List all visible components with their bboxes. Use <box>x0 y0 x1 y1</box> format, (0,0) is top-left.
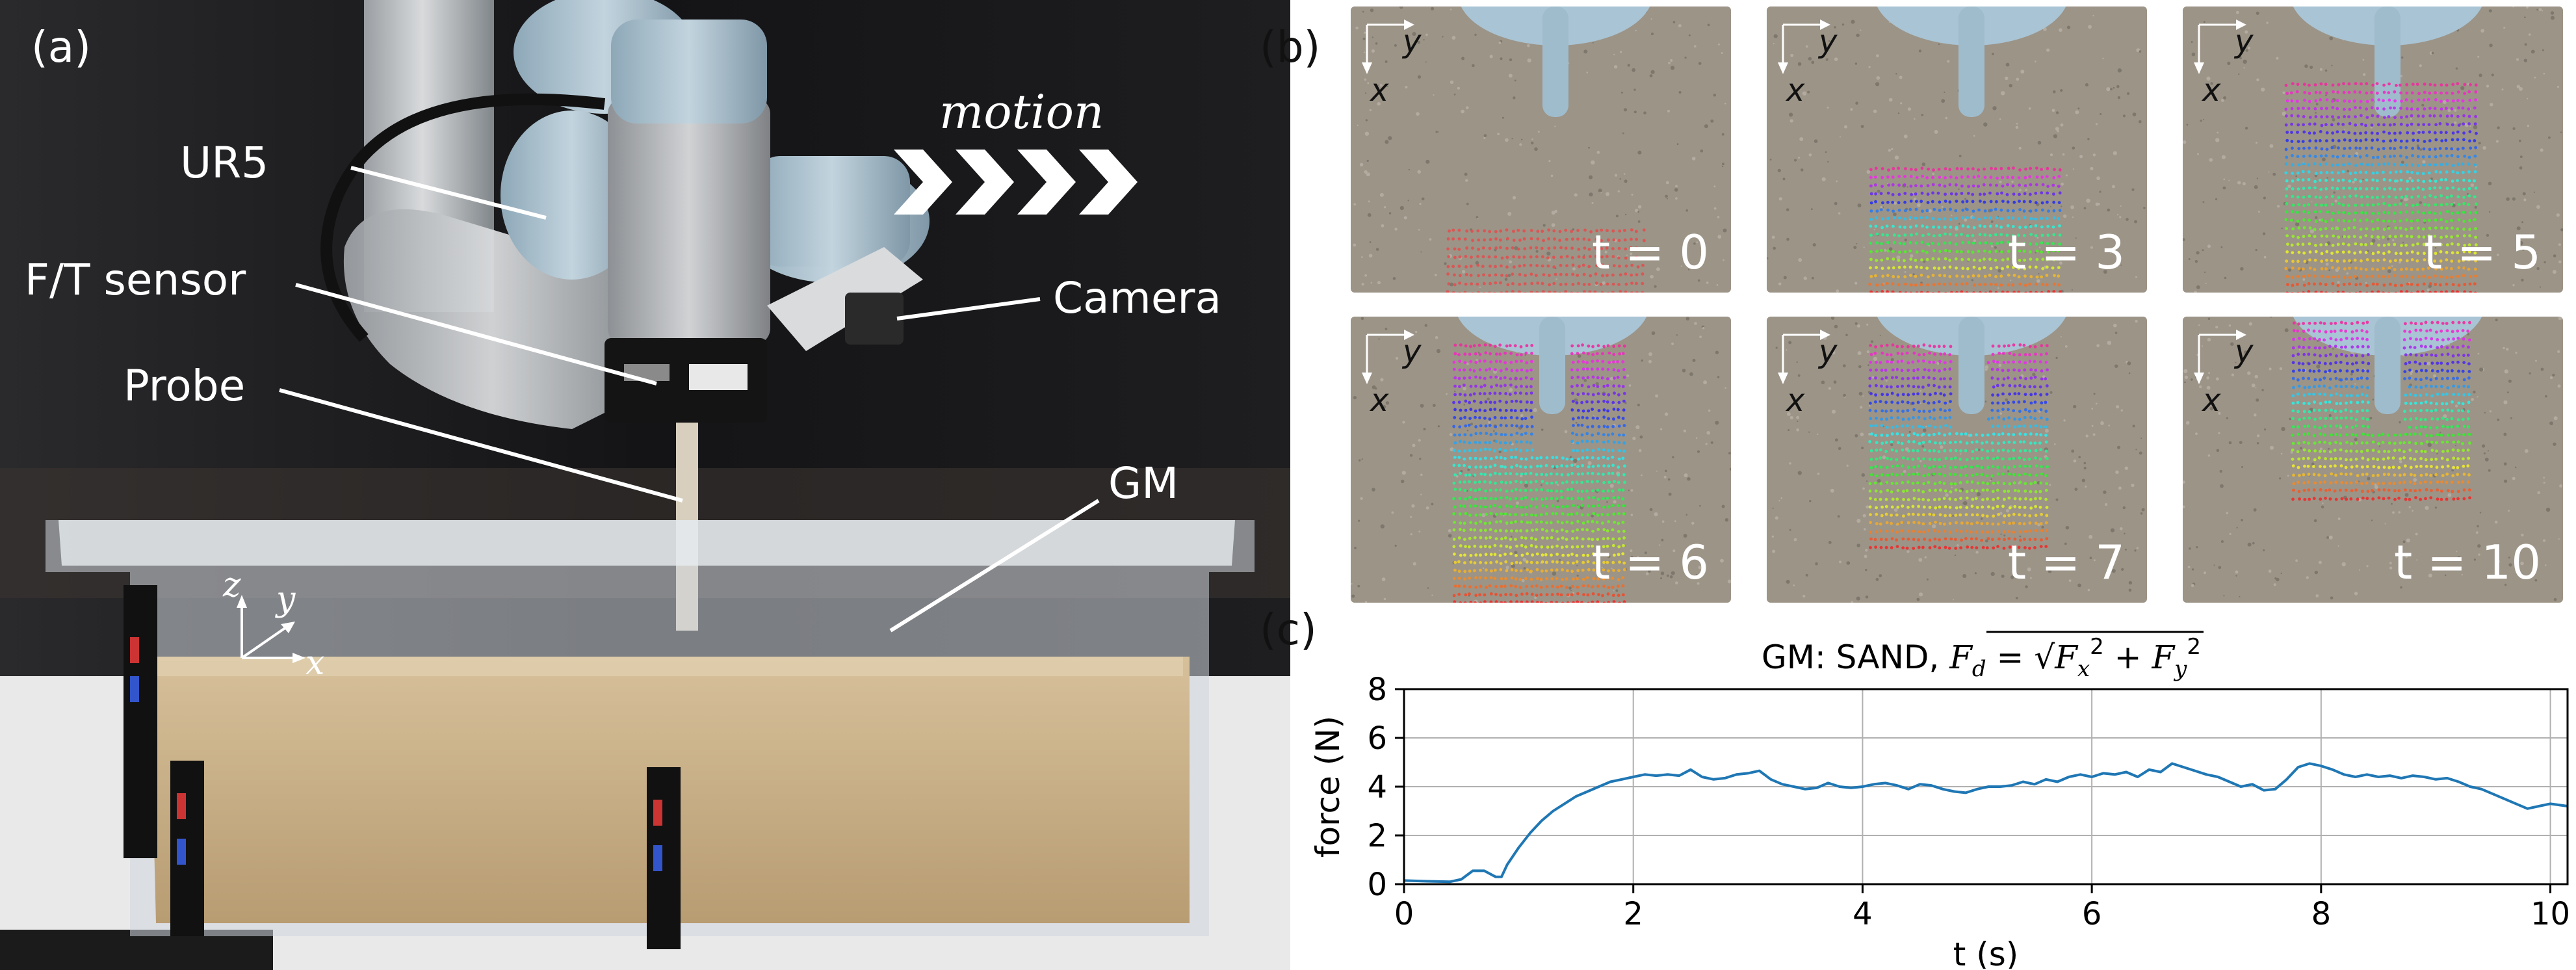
probe-label: Probe <box>124 361 246 411</box>
x-axis-label: t (s) <box>1953 936 2019 969</box>
chart-title: GM: SAND, Fd = √Fx2 + Fy2 <box>1762 634 2201 682</box>
frame-time-label: t = 6 <box>1591 535 1709 590</box>
force-chart: 0 2 4 6 8 10 0 2 4 6 8 t (s) force (N) GM: SAND, Fd =… <box>1309 631 2570 969</box>
frame-time-label: t = 10 <box>2394 535 2541 590</box>
panel-a-letter: (a) <box>31 22 91 72</box>
frame-axis-triad <box>1778 330 1830 384</box>
y-tick-label: 0 <box>1367 867 1387 903</box>
force-series-line <box>1403 762 2568 884</box>
y-tick-label: 2 <box>1367 818 1387 854</box>
frame-time-label: t = 7 <box>2007 535 2125 590</box>
motion-chevrons <box>894 150 1138 215</box>
robot-setup-photo: (a) UR5 F/T sensor Probe Camera GM motio… <box>0 0 1290 970</box>
ur5-label: UR5 <box>180 138 269 188</box>
frame-time-label: t = 3 <box>2007 225 2125 280</box>
y-tick-label: 6 <box>1367 720 1387 757</box>
frame-axis-y-label: y <box>1817 23 1838 60</box>
x-tick-label: 8 <box>2311 896 2332 932</box>
frame-axis-triad <box>1362 20 1414 74</box>
frame-axis-y-label: y <box>2233 23 2254 60</box>
motion-label: motion <box>939 85 1104 139</box>
axis-z-label: z <box>223 566 241 605</box>
frame-axis-x-label: x <box>1785 382 1805 419</box>
frame-axis-y-label: y <box>2233 334 2254 370</box>
y-tick-label: 8 <box>1367 672 1387 708</box>
frame-axis-triad <box>2194 20 2246 74</box>
frame-axis-x-label: x <box>1785 72 1805 109</box>
y-axis-label: force (N) <box>1309 716 1347 858</box>
frame-axis-y-label: y <box>1401 334 1422 370</box>
frame-time-label: t = 0 <box>1591 225 1709 280</box>
gm-label: GM <box>1108 458 1179 508</box>
x-tick-label: 2 <box>1623 896 1643 932</box>
panel-b-letter: (b) <box>1260 22 1321 72</box>
frame-image: yx <box>1351 317 1731 603</box>
frame-axis-triad <box>1778 20 1830 74</box>
x-tick-label: 6 <box>2082 896 2102 932</box>
frame-axis-x-label: x <box>2201 382 2221 419</box>
camera-label: Camera <box>1053 273 1222 323</box>
axis-x-label: x <box>306 644 325 683</box>
robot-setup-drawing <box>0 0 1290 970</box>
frame-image: yx <box>2183 7 2563 293</box>
y-tick-label: 4 <box>1367 769 1387 806</box>
x-tick-label: 4 <box>1853 896 1873 932</box>
frame-time-label: t = 5 <box>2423 225 2541 280</box>
frame-axis-y-label: y <box>1817 334 1838 370</box>
frame-axis-triad <box>1362 330 1414 384</box>
frame-image: yx <box>1767 317 2147 603</box>
x-tick-label: 10 <box>2530 896 2570 932</box>
frame-axis-x-label: x <box>1369 382 1389 419</box>
frame-axis-y-label: y <box>1401 23 1422 60</box>
frame-image: yx <box>1351 7 1731 293</box>
label-leader-lines <box>279 166 1100 633</box>
axis-y-label: y <box>276 580 296 619</box>
frame-image: yx <box>1767 7 2147 293</box>
frame-axis-x-label: x <box>2201 72 2221 109</box>
panel-c-letter: (c) <box>1260 605 1317 655</box>
frame-image: yx <box>2183 317 2563 603</box>
x-tick-label: 0 <box>1394 896 1414 932</box>
ft-sensor-label: F/T sensor <box>25 255 246 305</box>
axis-triad <box>237 595 306 663</box>
frame-axis-x-label: x <box>1369 72 1389 109</box>
frame-axis-triad <box>2194 330 2246 384</box>
